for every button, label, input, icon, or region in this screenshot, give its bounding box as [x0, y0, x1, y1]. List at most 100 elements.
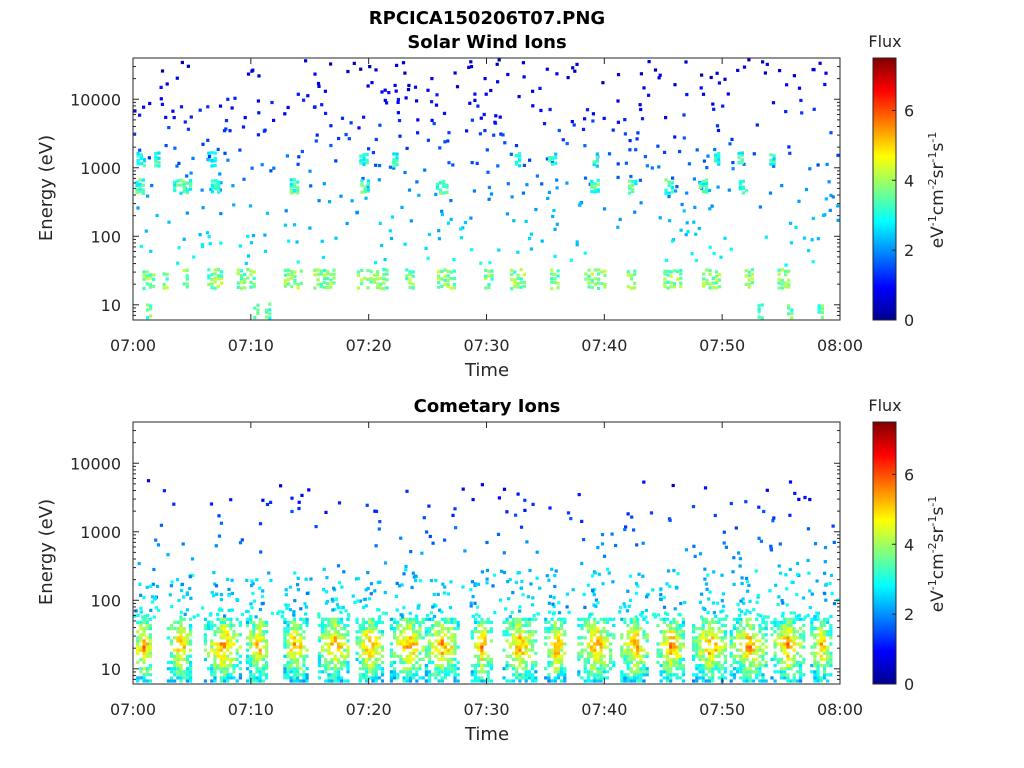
- heatmap-cell: [418, 664, 422, 668]
- heatmap-cell: [554, 161, 558, 165]
- heatmap-cell: [258, 633, 262, 637]
- heatmap-cell: [179, 178, 183, 182]
- heatmap-cell: [829, 573, 834, 577]
- heatmap-cell: [669, 274, 673, 278]
- heatmap-cell: [396, 654, 400, 658]
- heatmap-cell: [632, 636, 637, 640]
- heatmap-cell: [770, 627, 774, 631]
- heatmap-cell: [232, 670, 236, 674]
- heatmap-cell: [636, 676, 640, 680]
- heatmap-cell: [157, 164, 161, 168]
- heatmap-cell: [524, 667, 528, 671]
- heatmap-cell: [813, 676, 817, 680]
- heatmap-cell: [287, 268, 291, 272]
- heatmap-cell: [742, 627, 746, 631]
- heatmap-cell: [669, 627, 673, 631]
- heatmap-cell: [320, 630, 325, 634]
- heatmap-cell: [355, 210, 359, 214]
- heatmap-cell: [283, 636, 287, 640]
- heatmap-cell: [336, 679, 341, 683]
- heatmap-cell: [723, 633, 727, 637]
- heatmap-cell: [239, 280, 244, 284]
- heatmap-cell: [447, 670, 451, 674]
- heatmap-cell: [142, 654, 146, 658]
- heatmap-cell: [324, 670, 328, 674]
- heatmap-cell: [179, 623, 183, 628]
- heatmap-cell: [296, 657, 300, 661]
- heatmap-cell: [258, 639, 262, 643]
- heatmap-cell: [257, 74, 261, 78]
- heatmap-cell: [484, 286, 488, 290]
- heatmap-cell: [685, 191, 689, 195]
- heatmap-cell: [547, 190, 551, 194]
- heatmap-cell: [405, 670, 409, 674]
- heatmap-cell: [361, 676, 365, 680]
- heatmap-cell: [480, 676, 484, 680]
- heatmap-cell: [475, 605, 480, 609]
- heatmap-cell: [593, 651, 597, 655]
- heatmap-cell: [813, 670, 817, 674]
- heatmap-cell: [437, 237, 441, 241]
- heatmap-cell: [421, 676, 425, 680]
- heatmap-cell: [590, 633, 594, 637]
- heatmap-cell: [781, 601, 785, 605]
- heatmap-cell: [477, 614, 481, 618]
- heatmap-cell: [236, 268, 240, 272]
- heatmap-cell: [588, 182, 592, 186]
- heatmap-cell: [189, 664, 193, 668]
- heatmap-cell: [336, 670, 341, 674]
- heatmap-cell: [510, 278, 514, 282]
- heatmap-cell: [374, 667, 378, 671]
- heatmap-cell: [346, 664, 350, 668]
- heatmap-cell: [720, 599, 724, 603]
- heatmap-cell: [385, 268, 389, 272]
- heatmap-cell: [254, 615, 258, 619]
- heatmap-cell: [176, 657, 180, 661]
- heatmap-cell: [226, 676, 230, 680]
- heatmap-cell: [720, 630, 724, 634]
- heatmap-cell: [179, 673, 183, 677]
- heatmap-cell: [171, 109, 175, 113]
- heatmap-cell: [249, 633, 253, 637]
- heatmap-cell: [251, 234, 256, 238]
- heatmap-cell: [550, 627, 554, 631]
- heatmap-cell: [639, 107, 643, 112]
- heatmap-cell: [819, 664, 823, 668]
- heatmap-cell: [180, 582, 185, 586]
- heatmap-cell: [296, 676, 300, 680]
- heatmap-cell: [435, 182, 439, 186]
- heatmap-cell: [780, 268, 784, 272]
- heatmap-cell: [480, 648, 484, 652]
- heatmap-cell: [480, 620, 484, 624]
- heatmap-cell: [246, 609, 250, 614]
- heatmap-cell: [723, 642, 727, 646]
- heatmap-cell: [182, 237, 186, 241]
- heatmap-cell: [185, 211, 189, 215]
- heatmap-cell: [527, 620, 531, 624]
- heatmap-cell: [547, 673, 551, 677]
- heatmap-cell: [365, 158, 369, 162]
- heatmap-cell: [505, 212, 509, 216]
- heatmap-cell: [639, 645, 643, 649]
- heatmap-cell: [692, 544, 696, 548]
- heatmap-cell: [739, 670, 743, 674]
- heatmap-cell: [182, 670, 186, 674]
- heatmap-cell: [672, 636, 676, 640]
- heatmap-cell: [255, 639, 259, 643]
- heatmap-cell: [139, 633, 143, 637]
- heatmap-cell: [216, 613, 220, 617]
- heatmap-cell: [829, 651, 833, 655]
- heatmap-cell: [596, 679, 600, 683]
- heatmap-cell: [286, 651, 290, 655]
- heatmap-cell: [678, 633, 682, 637]
- heatmap-cell: [708, 269, 712, 273]
- heatmap-cell: [148, 645, 152, 649]
- heatmap-cell: [701, 676, 705, 680]
- heatmap-cell: [424, 667, 428, 671]
- heatmap-cell: [176, 670, 180, 674]
- heatmap-cell: [826, 657, 830, 661]
- heatmap-cell: [811, 67, 815, 72]
- heatmap-cell: [777, 286, 781, 290]
- heatmap-cell: [816, 679, 820, 683]
- heatmap-cell: [662, 642, 666, 646]
